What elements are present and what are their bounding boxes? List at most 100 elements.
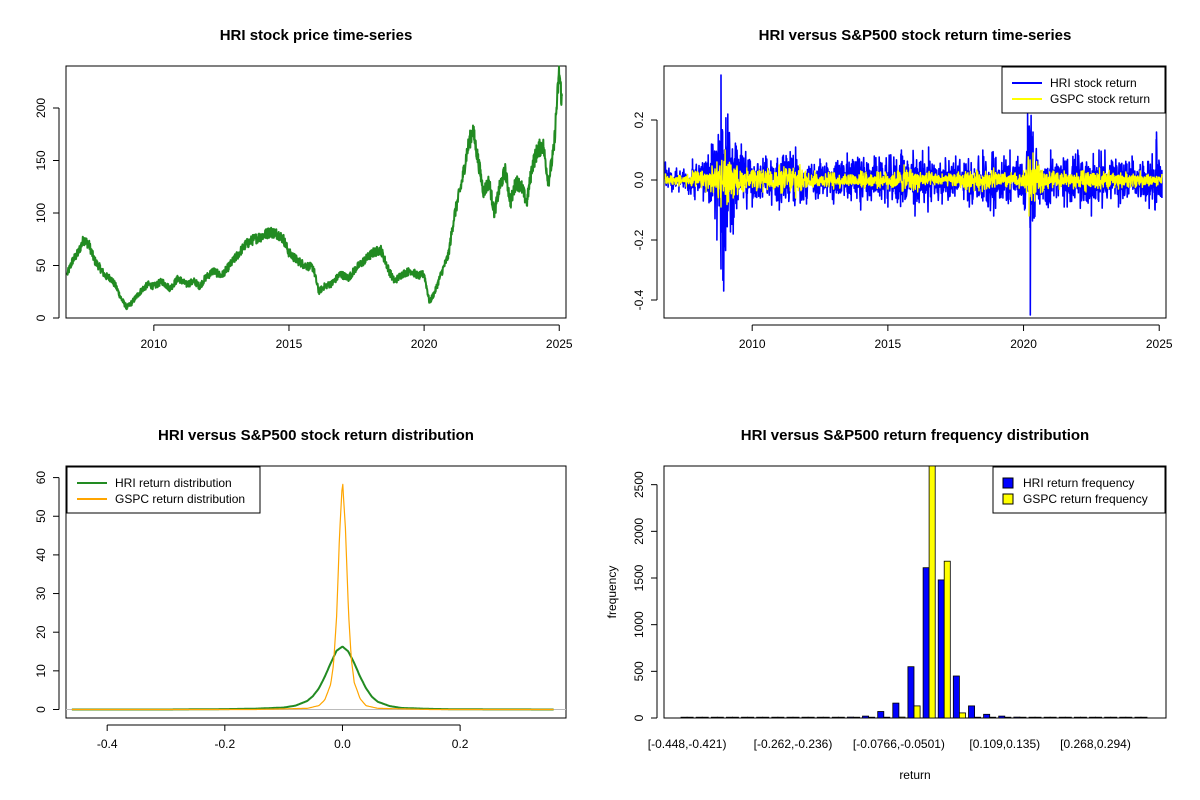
x-axis-label: return bbox=[899, 768, 930, 782]
series-line-gspc bbox=[71, 483, 554, 711]
y-tick-label: 150 bbox=[34, 150, 48, 170]
bar-hri bbox=[831, 716, 839, 718]
bar-hri bbox=[1089, 716, 1096, 718]
legend-label: HRI return distribution bbox=[115, 476, 232, 490]
bar-gspc bbox=[1004, 716, 1012, 718]
x-tick-label: 2025 bbox=[546, 337, 573, 351]
y-tick-label: 30 bbox=[34, 587, 48, 601]
legend-label: HRI return frequency bbox=[1023, 476, 1134, 490]
y-tick-label: 2000 bbox=[632, 518, 646, 545]
legend-box bbox=[1001, 66, 1166, 114]
plot-frame bbox=[663, 65, 1167, 319]
y-tick-label: 20 bbox=[34, 625, 48, 639]
bar-gspc bbox=[822, 716, 830, 718]
y-tick-label: -0.2 bbox=[632, 229, 646, 250]
bar-gspc bbox=[807, 716, 815, 718]
bar-hri bbox=[695, 716, 703, 718]
bar-gspc bbox=[1080, 716, 1087, 718]
legend-label: GSPC return distribution bbox=[115, 492, 245, 506]
bar-gspc bbox=[1064, 716, 1072, 718]
y-tick-label: 500 bbox=[632, 661, 646, 681]
bar-hri bbox=[741, 716, 748, 718]
bar-gspc bbox=[747, 716, 755, 718]
chart-price: HRI stock price time-series 2010 2015 2020 2… bbox=[34, 27, 573, 351]
y-tick-label: 0 bbox=[632, 714, 646, 721]
bar-hri bbox=[968, 705, 975, 718]
bar-gspc bbox=[989, 716, 997, 718]
y-tick-label: 200 bbox=[34, 98, 48, 118]
bar-gspc bbox=[1095, 716, 1102, 718]
bar-gspc bbox=[686, 716, 694, 718]
y-tick-label: -0.4 bbox=[632, 289, 646, 310]
x-tick-label: [-0.448,-0.421) bbox=[648, 737, 727, 751]
bar-hri bbox=[1058, 716, 1066, 718]
y-tick-label: 1000 bbox=[632, 611, 646, 638]
y-tick-label: 50 bbox=[34, 509, 48, 523]
series-line-hri bbox=[664, 74, 1163, 316]
bar-hri bbox=[847, 716, 854, 718]
chart-title: HRI stock price time-series bbox=[220, 27, 413, 44]
bar-hri bbox=[1043, 716, 1051, 718]
bar-gspc bbox=[959, 712, 966, 718]
y-tick-label: 0.0 bbox=[632, 171, 646, 188]
bar-gspc bbox=[1125, 716, 1133, 718]
bar-gspc bbox=[883, 716, 891, 718]
legend-swatch bbox=[1002, 477, 1014, 489]
bar-gspc bbox=[1140, 716, 1148, 718]
bar-hri bbox=[816, 716, 824, 718]
plot-frame bbox=[65, 65, 567, 319]
bar-gspc bbox=[928, 466, 936, 718]
x-tick-label: 2015 bbox=[875, 337, 902, 351]
x-tick-label: 2025 bbox=[1146, 337, 1173, 351]
bar-gspc bbox=[762, 716, 770, 718]
x-tick-label: 2010 bbox=[140, 337, 167, 351]
bar-gspc bbox=[732, 716, 739, 718]
legend-swatch bbox=[1002, 493, 1014, 505]
bar-gspc bbox=[837, 716, 845, 718]
chart-density: HRI versus S&P500 stock return distribut… bbox=[34, 427, 567, 751]
bar-gspc bbox=[1110, 716, 1118, 718]
bar-gspc bbox=[701, 716, 709, 718]
y-tick-label: 40 bbox=[34, 548, 48, 562]
bar-hri bbox=[786, 716, 794, 718]
bar-hri bbox=[877, 711, 885, 718]
bar-hri bbox=[1104, 716, 1112, 718]
series-line-hri bbox=[71, 645, 554, 711]
bar-hri bbox=[922, 567, 930, 718]
plot-frame bbox=[65, 465, 567, 719]
bar-hri bbox=[726, 716, 733, 718]
series-line-gspc bbox=[664, 149, 1163, 217]
bar-hri bbox=[801, 716, 809, 718]
bar-gspc bbox=[1034, 716, 1042, 718]
x-tick-label: 0.2 bbox=[452, 737, 469, 751]
legend-label: HRI stock return bbox=[1050, 76, 1137, 90]
chart-title: HRI versus S&P500 return frequency distr… bbox=[741, 427, 1089, 444]
y-tick-label: 0 bbox=[34, 706, 48, 713]
bar-gspc bbox=[913, 705, 921, 718]
bar-hri bbox=[756, 716, 764, 718]
legend-box bbox=[66, 466, 261, 514]
series-line-price bbox=[66, 65, 563, 311]
bar-hri bbox=[710, 716, 718, 718]
x-tick-label: -0.2 bbox=[214, 737, 235, 751]
x-tick-label: [-0.262,-0.236) bbox=[754, 737, 833, 751]
x-tick-label: [-0.0766,-0.0501) bbox=[853, 737, 945, 751]
x-tick-label: 0.0 bbox=[334, 737, 351, 751]
bar-gspc bbox=[792, 716, 800, 718]
y-tick-label: 100 bbox=[34, 203, 48, 223]
y-tick-label: 10 bbox=[34, 664, 48, 678]
x-tick-label: 2020 bbox=[1010, 337, 1037, 351]
bar-gspc bbox=[1049, 716, 1057, 718]
y-tick-label: 0 bbox=[34, 314, 48, 321]
bar-gspc bbox=[777, 716, 785, 718]
bar-hri bbox=[1028, 716, 1036, 718]
bar-hri bbox=[680, 716, 688, 718]
bar-hri bbox=[907, 666, 915, 718]
bar-hri bbox=[952, 675, 960, 718]
bar-gspc bbox=[853, 716, 860, 718]
chart-title: HRI versus S&P500 stock return distribut… bbox=[158, 427, 474, 444]
bar-hri bbox=[771, 716, 779, 718]
bar-gspc bbox=[943, 560, 951, 718]
bar-gspc bbox=[974, 716, 981, 718]
